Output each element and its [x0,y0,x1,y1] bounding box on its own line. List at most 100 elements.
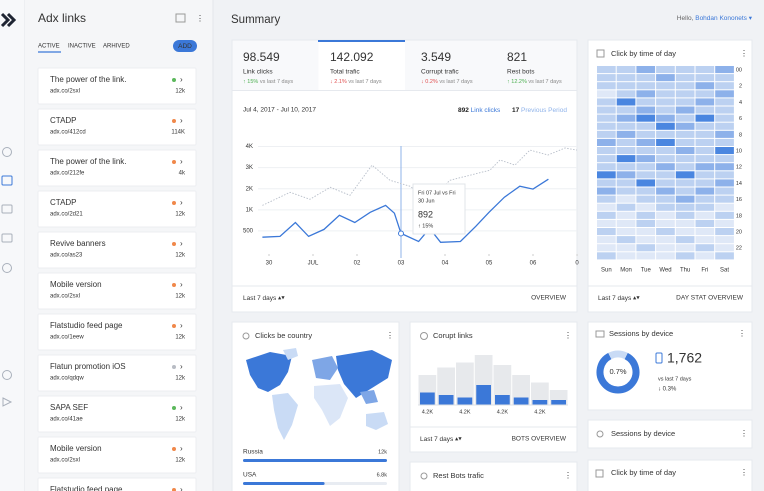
overview-link[interactable]: BOTS OVERVIEW [512,436,567,443]
add-button[interactable] [173,40,197,52]
menu-dots[interactable]: ⋮ [564,331,572,340]
heat-cell[interactable] [675,66,695,74]
heat-cell[interactable] [715,114,734,122]
chevron[interactable]: › [180,280,183,289]
chevron[interactable]: › [180,403,183,412]
heat-cell[interactable] [656,179,675,187]
heat-cell[interactable] [715,147,734,155]
add-label[interactable]: ADD [178,43,192,50]
stat-value[interactable]: 3.549 [421,50,451,64]
heat-cell[interactable] [695,203,715,211]
heat-cell[interactable] [597,74,616,82]
heat-cell[interactable] [597,66,616,74]
heat-cell[interactable] [695,106,715,114]
heat-cell[interactable] [597,147,616,155]
heat-cell[interactable] [715,244,734,252]
heat-cell[interactable] [695,155,715,163]
chevron[interactable]: › [180,362,183,371]
heat-cell[interactable] [715,203,734,211]
heat-cell[interactable] [616,236,636,244]
heat-cell[interactable] [597,82,616,90]
heat-cell[interactable] [616,82,636,90]
heat-cell[interactable] [656,66,675,74]
heat-cell[interactable] [656,147,675,155]
heat-cell[interactable] [695,219,715,227]
heat-cell[interactable] [715,98,734,106]
heat-cell[interactable] [715,130,734,138]
heat-cell[interactable] [715,195,734,203]
stat-value[interactable]: 821 [507,50,527,64]
heat-cell[interactable] [675,195,695,203]
heat-cell[interactable] [695,195,715,203]
heat-cell[interactable] [636,106,656,114]
bar[interactable] [495,395,510,405]
heat-cell[interactable] [656,203,675,211]
heat-cell[interactable] [656,171,675,179]
bar[interactable] [513,397,529,406]
heat-cell[interactable] [695,138,715,146]
period-select[interactable]: Last 7 days ▴▾ [243,295,285,302]
heat-cell[interactable] [616,106,636,114]
chevron[interactable]: › [180,321,183,330]
nav-add[interactable] [2,147,12,157]
heat-cell[interactable] [616,171,636,179]
period-text[interactable]: Last 7 days [420,436,454,443]
heat-cell[interactable] [636,236,656,244]
period-text[interactable]: Last 7 days [598,295,632,302]
heat-cell[interactable] [675,82,695,90]
heat-cell[interactable] [597,90,616,98]
heat-cell[interactable] [616,98,636,106]
logo[interactable] [0,12,17,28]
heat-cell[interactable] [695,179,715,187]
stat-value[interactable]: 98.549 [243,50,280,64]
link-title[interactable]: SAPA SEF [50,403,88,412]
heat-cell[interactable] [675,122,695,130]
link-title[interactable]: Mobile version [50,280,102,289]
link-title[interactable]: Flatstudio feed page [50,485,123,491]
heat-cell[interactable] [616,138,636,146]
bar[interactable] [457,397,473,406]
heat-cell[interactable] [715,122,734,130]
chevron[interactable]: › [180,444,183,453]
heat-cell[interactable] [715,82,734,90]
heat-cell[interactable] [597,155,616,163]
tab[interactable]: INACTIVE [68,44,96,50]
stat-value[interactable]: 142.092 [330,50,374,64]
link-card[interactable] [37,354,197,392]
heat-cell[interactable] [715,252,734,260]
overview-link[interactable]: DAY STAT OVERVIEW [676,295,744,302]
map-region[interactable] [272,393,298,440]
heat-cell[interactable] [616,228,636,236]
heat-cell[interactable] [636,138,656,146]
heat-cell[interactable] [656,130,675,138]
link-title[interactable]: Mobile version [50,444,102,453]
heat-cell[interactable] [675,147,695,155]
heat-cell[interactable] [715,219,734,227]
heat-cell[interactable] [656,228,675,236]
menu-dots[interactable]: ⋮ [740,468,748,477]
heat-cell[interactable] [715,163,734,171]
menu-dots[interactable]: ⋮ [740,49,748,58]
overview-link[interactable]: OVERVIEW [531,295,567,302]
link-card[interactable] [37,395,197,433]
heat-cell[interactable] [636,147,656,155]
period-select[interactable]: Last 7 days ▴▾ [598,295,640,302]
nav-book[interactable] [1,233,13,243]
heat-cell[interactable] [675,171,695,179]
heat-cell[interactable] [597,98,616,106]
chevron[interactable]: › [180,485,183,491]
heat-cell[interactable] [597,244,616,252]
heat-cell[interactable] [675,163,695,171]
heat-cell[interactable] [636,98,656,106]
heat-cell[interactable] [597,211,616,219]
heat-cell[interactable] [695,228,715,236]
heat-cell[interactable] [715,90,734,98]
period-text[interactable]: Last 7 days [243,295,277,302]
heat-cell[interactable] [656,187,675,195]
heat-cell[interactable] [715,106,734,114]
heat-cell[interactable] [636,179,656,187]
map-region[interactable] [283,348,298,360]
heat-cell[interactable] [597,179,616,187]
heat-cell[interactable] [675,155,695,163]
heat-cell[interactable] [597,130,616,138]
